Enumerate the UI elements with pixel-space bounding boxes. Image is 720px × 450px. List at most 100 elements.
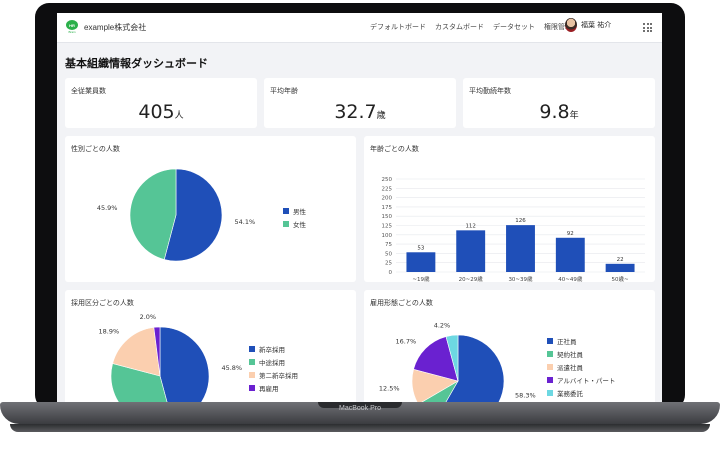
bar-value-label: 92 [567,231,574,237]
legend-label: 男性 [293,207,306,216]
pie-slice[interactable] [413,336,459,382]
kpi-label: 平均勤続年数 [469,87,511,95]
legend-swatch [249,358,255,365]
kpi-value: 9.8年 [539,101,579,123]
legend-item[interactable]: 正社員 [547,334,615,347]
legend-swatch [283,207,289,214]
kpi-value: 32.7歳 [334,101,386,123]
slice-label: 58.3% [515,391,536,399]
legend-swatch [249,384,255,391]
kpi-card-avg-tenure: 平均勤続年数 9.8年 [463,78,655,128]
slice-label: 45.8% [221,364,242,372]
y-tick-label: 150 [382,214,393,220]
y-tick-label: 75 [385,242,392,248]
legend-item[interactable]: 第二新卒採用 [249,368,298,381]
bar[interactable] [406,252,436,272]
laptop-base [0,402,720,424]
bar[interactable] [555,237,585,272]
pie-slice[interactable] [110,363,173,402]
employment-pie-chart: 58.3% 12.5% 16.7% 4.2% [379,321,536,402]
slice-label: 12.5% [379,385,400,393]
legend-item[interactable]: 女性 [283,217,306,230]
legend-label: アルバイト・パート [557,376,616,385]
nav-custom-board[interactable]: カスタムボード [435,23,484,31]
x-tick-label: 50歳~ [612,275,629,282]
legend-label: 女性 [293,220,306,229]
y-tick-label: 175 [382,205,393,211]
user-menu[interactable]: 福葉 祐介 [565,18,611,32]
gender-legend: 男性 女性 [283,204,306,230]
pie-slice[interactable] [435,334,505,402]
card-recruitment: 採用区分ごとの人数 45.8% 18.9% 2.0% 新卒採用 中途採用 第二新卒採用再… [65,290,356,402]
legend-label: 正社員 [557,337,577,346]
legend-swatch [249,345,255,352]
age-bar-chart: 0 25 50 75 100 125 150 175 200 225 250 53 ~19歳 112 20~… [382,177,645,282]
pie-slice[interactable] [112,327,161,377]
bar[interactable] [605,263,635,272]
slice-label: 18.9% [98,328,119,336]
x-tick-label: 40~49歳 [558,275,583,282]
legend-label: 派遣社員 [557,363,583,372]
device-label: MacBook Pro [338,405,382,412]
chart-title: 年齢ごとの人数 [370,145,419,153]
pie-slice[interactable] [445,334,459,382]
legend-swatch [547,350,553,357]
x-tick-label: ~19歳 [412,275,430,282]
logo[interactable]: HR Brain [64,20,80,34]
card-employment: 雇用形態ごとの人数 58.3% 12.5% 16.7% 4.2% 正社員 契約社員 派遣社… [364,290,655,402]
recruitment-pie-chart: 45.8% 18.9% 2.0% [98,313,242,402]
slice-label: 54.1% [235,218,256,226]
legend-swatch [547,376,553,383]
kpi-label: 全従業員数 [71,87,106,95]
kpi-value: 405人 [138,101,184,123]
legend-label: 再雇用 [259,384,279,393]
screen: HR Brain example株式会社 デフォルトボード カスタムボード デー… [57,13,662,402]
user-name: 福葉 祐介 [581,21,612,29]
slice-label: 4.2% [434,321,451,329]
x-tick-label: 30~39歳 [508,275,533,282]
company-name: example株式会社 [84,23,147,32]
avatar [565,18,577,32]
legend-item[interactable]: 再雇用 [249,381,298,394]
recruitment-legend: 新卒採用中途採用第二新卒採用 再雇用 [249,342,298,394]
card-age: 年齢ごとの人数 0 25 50 75 100 125 150 175 200 225 250 53 ~1… [364,136,655,282]
nav-dataset[interactable]: データセット [493,23,535,31]
nav-permissions[interactable]: 権限管理 [544,23,572,31]
legend-item[interactable]: 派遣社員 [547,360,615,373]
pie-slice[interactable] [163,168,223,262]
x-tick-label: 20~29歳 [459,275,484,282]
bar[interactable] [456,230,486,272]
y-tick-label: 125 [382,224,393,230]
app-grid-icon[interactable] [643,23,652,32]
nav-default-board[interactable]: デフォルトボード [370,23,426,31]
employment-legend: 正社員 契約社員派遣社員アルバイト・パート 業務委託 [547,334,615,399]
legend-item[interactable]: 契約社員 [547,347,615,360]
y-tick-label: 0 [389,270,393,276]
chart-title: 性別ごとの人数 [71,145,120,153]
pie-slice[interactable] [153,326,161,377]
legend-item[interactable]: アルバイト・パート [547,373,615,386]
kpi-card-avg-age: 平均年齢 32.7歳 [264,78,456,128]
kpi-card-employees: 全従業員数 405人 [65,78,257,128]
logo-subtext: Brain [68,30,76,34]
pie-slice[interactable] [159,326,210,402]
laptop-bottom [10,424,710,432]
legend-label: 第二新卒採用 [259,371,298,380]
legend-swatch [547,363,553,370]
legend-label: 新卒採用 [259,345,285,354]
gender-pie-chart: 54.1% 45.9% [97,168,256,262]
slice-label: 45.9% [97,204,118,212]
pie-slice[interactable] [129,168,177,260]
legend-item[interactable]: 中途採用 [249,355,298,368]
legend-label: 中途採用 [259,358,285,367]
bar-value-label: 53 [417,245,424,251]
legend-item[interactable]: 業務委託 [547,386,615,399]
bar[interactable] [506,225,535,272]
legend-swatch [547,389,553,396]
laptop-notch [318,402,402,408]
legend-swatch [283,220,289,227]
legend-item[interactable]: 新卒採用 [249,342,298,355]
legend-item[interactable]: 男性 [283,204,306,217]
bar-value-label: 22 [617,257,624,263]
